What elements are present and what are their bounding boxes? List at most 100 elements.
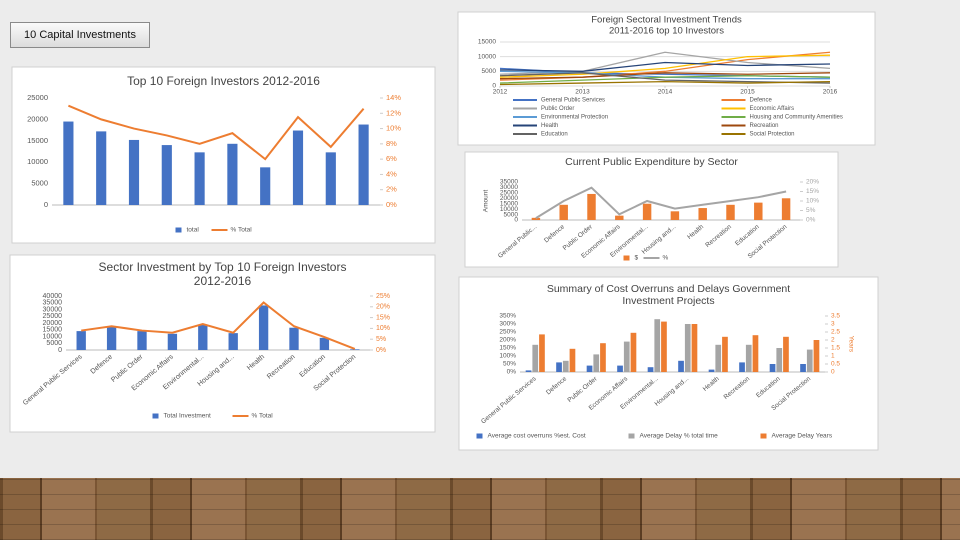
- chart-panel: [464, 151, 839, 268]
- y2-tick-label: 2: [831, 337, 835, 344]
- bar: [800, 364, 806, 372]
- y2-tick-label: 14%: [386, 93, 401, 102]
- bar: [562, 360, 569, 372]
- y2-tick-label: 0: [831, 369, 835, 376]
- x-tick-label: 2012: [493, 89, 508, 96]
- bar: [722, 336, 728, 372]
- legend-swatch: [628, 433, 635, 439]
- bar: [96, 131, 107, 205]
- bar: [769, 364, 776, 372]
- y-tick-label: 10000: [27, 157, 48, 166]
- bar: [745, 344, 752, 372]
- bar: [532, 344, 539, 372]
- y-tick-label: 20000: [27, 114, 48, 123]
- bar: [167, 333, 178, 350]
- chart-panel: [11, 66, 436, 244]
- y-tick-label: 50%: [503, 361, 516, 368]
- bar: [358, 124, 369, 205]
- bar: [781, 198, 791, 220]
- legend-label: Defence: [750, 98, 773, 104]
- bar: [678, 360, 684, 372]
- y2-tick-label: 15%: [806, 188, 819, 195]
- y-tick-label: 35000: [43, 300, 63, 307]
- y2-tick-label: 2.5: [831, 329, 840, 336]
- bar: [806, 349, 813, 372]
- bar: [647, 367, 654, 372]
- legend-label: Public Order: [541, 106, 574, 112]
- y-axis-label: Amount: [483, 190, 490, 213]
- bar: [559, 204, 568, 220]
- line: [499, 80, 831, 86]
- legend-label: Social Protection: [750, 132, 795, 138]
- wood-floor: [0, 478, 960, 540]
- legend-label: Average Delay Years: [772, 433, 833, 440]
- x-tick-label: 2013: [575, 89, 590, 96]
- y2-tick-label: 0%: [376, 347, 386, 354]
- y2-tick-label: 20%: [806, 179, 819, 186]
- capital-investments-button[interactable]: 10 Capital Investments: [10, 22, 150, 48]
- bar: [106, 327, 117, 350]
- y-tick-label: 250%: [499, 329, 516, 336]
- bar: [654, 319, 661, 372]
- bar: [198, 325, 208, 350]
- y-tick-label: 5000: [482, 68, 497, 75]
- legend-label: Total Investment: [164, 413, 212, 420]
- chart-title: Current Public Expenditure by Sector: [565, 156, 738, 168]
- y-tick-label: 100%: [499, 353, 516, 360]
- bar: [691, 324, 698, 372]
- y-tick-label: 5000: [31, 179, 48, 188]
- bar: [556, 362, 562, 372]
- y-tick-label: 200%: [499, 337, 516, 344]
- bar: [623, 341, 630, 372]
- y-tick-label: 0: [44, 200, 48, 209]
- y2-tick-label: 6%: [386, 154, 397, 163]
- bar: [739, 362, 745, 372]
- legend-label: Housing and Community Amenities: [750, 115, 843, 121]
- y2-tick-label: 8%: [386, 139, 397, 148]
- y-tick-label: 20000: [500, 195, 518, 202]
- legend-swatch: [623, 255, 630, 261]
- bar: [63, 121, 74, 205]
- y-tick-label: 15000: [500, 200, 518, 207]
- y2-tick-label: 10%: [376, 325, 390, 332]
- bar: [569, 348, 576, 372]
- legend-label: Average cost overruns %est. Cost: [488, 433, 586, 440]
- y-tick-label: 0%: [507, 369, 517, 376]
- bar: [161, 145, 172, 205]
- bar: [752, 335, 759, 372]
- bar: [615, 215, 624, 220]
- bar: [698, 208, 707, 220]
- chart-title: Top 10 Foreign Investors 2012-2016: [127, 74, 320, 88]
- line: [499, 75, 831, 84]
- x-tick-label: 2016: [823, 89, 838, 96]
- bar: [539, 334, 545, 372]
- line: [499, 72, 831, 80]
- y2-axis-label: Years: [847, 336, 854, 353]
- bar: [684, 324, 691, 372]
- bar: [754, 202, 763, 220]
- bar: [350, 349, 360, 350]
- y-tick-label: 150%: [499, 345, 516, 352]
- y-tick-label: 300%: [499, 321, 516, 328]
- bar: [593, 354, 600, 372]
- bar: [600, 343, 606, 372]
- legend-label: % Total: [231, 227, 253, 234]
- y-tick-label: 25000: [500, 190, 518, 197]
- y-tick-label: 5000: [504, 211, 519, 218]
- chart-title: Summary of Cost Overruns and Delays Gove…: [547, 283, 790, 295]
- y2-tick-label: 0.5: [831, 361, 840, 368]
- y-tick-label: 35000: [500, 179, 518, 186]
- y-tick-label: 15000: [43, 327, 63, 334]
- y-tick-label: 5000: [46, 340, 62, 347]
- y-tick-label: 10000: [500, 206, 518, 213]
- chart-title: Sector Investment by Top 10 Foreign Inve…: [99, 260, 347, 274]
- legend-swatch: [175, 227, 182, 233]
- x-tick-label: 2014: [658, 89, 673, 96]
- bar: [258, 305, 269, 350]
- legend-label: Environmental Protection: [541, 115, 608, 121]
- y2-tick-label: 3.5: [831, 313, 840, 320]
- y2-tick-label: 4%: [386, 169, 397, 178]
- bar: [630, 332, 637, 372]
- y2-tick-label: 1.5: [831, 345, 840, 352]
- bar: [708, 369, 715, 372]
